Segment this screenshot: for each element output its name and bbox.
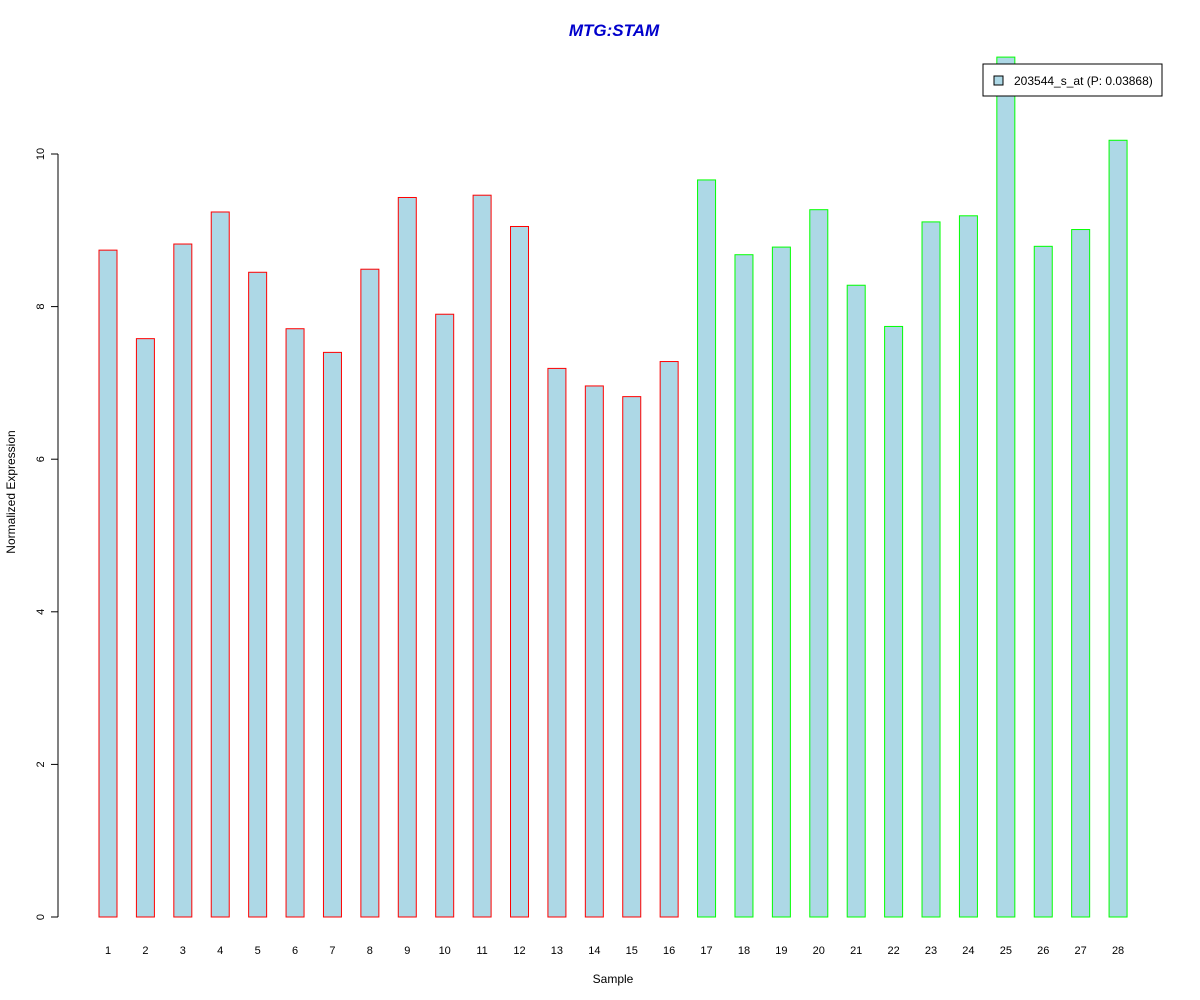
legend-box (982, 63, 1163, 97)
chart-title: MTG:STAM (569, 21, 660, 40)
bar-sample-17 (697, 179, 717, 918)
x-tick-label: 6 (292, 945, 298, 957)
x-tick-label: 16 (663, 945, 675, 957)
x-tick-label: 14 (588, 945, 600, 957)
bar-sample-24 (958, 215, 978, 918)
bar-sample-18 (734, 254, 754, 918)
bar-sample-19 (771, 246, 791, 918)
bar-sample-25 (996, 56, 1016, 918)
x-tick-label: 13 (551, 945, 563, 957)
x-tick-label: 5 (255, 945, 261, 957)
x-tick-label: 21 (850, 945, 862, 957)
x-axis-label: Sample (593, 972, 634, 986)
y-axis-label: Normalized Expression (4, 430, 18, 553)
bar-sample-13 (547, 367, 567, 918)
bar-sample-26 (1033, 245, 1053, 918)
x-tick-label: 26 (1037, 945, 1049, 957)
bar-sample-7 (322, 351, 342, 918)
x-tick-label: 11 (476, 945, 487, 957)
x-tick-label: 20 (813, 945, 825, 957)
legend-swatch (993, 75, 1004, 86)
y-tick-label: 0 (35, 914, 47, 920)
bar-sample-5 (248, 271, 268, 918)
x-tick-label: 27 (1075, 945, 1087, 957)
y-tick-label: 8 (35, 304, 47, 310)
bar-sample-4 (210, 211, 230, 918)
bars-group (98, 56, 1128, 918)
x-tick-label: 15 (626, 945, 638, 957)
x-tick-labels: 1 2 3 4 5 6 7 8 9 10 11 12 13 14 15 16 17 18 19 20 21 22 23 24 2… (105, 945, 1124, 957)
bar-sample-14 (584, 385, 604, 918)
bar-sample-3 (173, 243, 193, 918)
y-tick-label: 2 (35, 761, 47, 767)
legend: 203544_s_at (P: 0.03868) (982, 63, 1163, 97)
bar-sample-11 (472, 194, 492, 918)
x-tick-label: 22 (887, 945, 899, 957)
bar-sample-28 (1108, 139, 1128, 918)
bar-sample-1 (98, 249, 118, 918)
x-tick-label: 23 (925, 945, 937, 957)
x-tick-label: 17 (700, 945, 712, 957)
x-tick-label: 3 (180, 945, 186, 957)
x-tick-label: 1 (105, 945, 111, 957)
x-tick-label: 12 (513, 945, 525, 957)
y-tick-label: 6 (35, 456, 47, 462)
bar-sample-21 (846, 284, 866, 918)
x-tick-label: 9 (404, 945, 410, 957)
x-tick-label: 2 (142, 945, 148, 957)
x-tick-label: 24 (962, 945, 974, 957)
x-tick-label: 18 (738, 945, 750, 957)
bar-sample-10 (435, 313, 455, 918)
x-tick-label: 7 (329, 945, 335, 957)
bar-sample-6 (285, 328, 305, 918)
bar-sample-8 (360, 268, 380, 918)
x-tick-label: 25 (1000, 945, 1012, 957)
bar-sample-27 (1071, 229, 1091, 918)
bar-sample-22 (884, 325, 904, 918)
bar-sample-2 (135, 338, 155, 918)
bar-sample-12 (510, 225, 530, 918)
bar-sample-23 (921, 221, 941, 918)
bar-sample-9 (397, 196, 417, 918)
x-tick-label: 28 (1112, 945, 1124, 957)
bar-sample-15 (622, 396, 642, 918)
legend-label: 203544_s_at (P: 0.03868) (1014, 74, 1153, 88)
y-axis: 0 2 4 6 8 10 (35, 148, 59, 920)
bar-sample-20 (809, 209, 829, 918)
bar-sample-16 (659, 361, 679, 918)
x-tick-label: 19 (775, 945, 787, 957)
y-tick-label: 10 (35, 148, 47, 160)
x-tick-label: 10 (439, 945, 451, 957)
x-tick-label: 8 (367, 945, 373, 957)
y-tick-label: 4 (35, 609, 47, 615)
x-tick-label: 4 (217, 945, 223, 957)
